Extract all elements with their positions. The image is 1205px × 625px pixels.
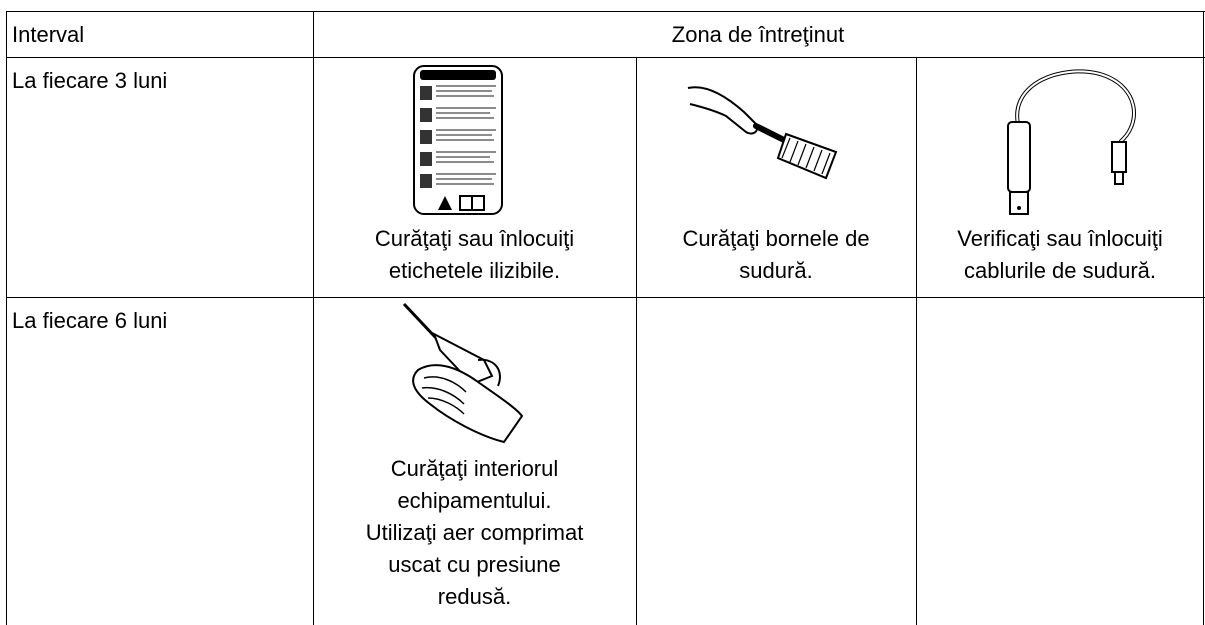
cell-caption: echipamentului.: [397, 488, 552, 513]
border: [1203, 11, 1204, 625]
row-interval: La fiecare 6 luni: [12, 308, 168, 333]
header-zone: Zona de întreţinut: [671, 22, 845, 47]
border: [916, 57, 917, 625]
border: [313, 11, 314, 625]
cable-icon: [1007, 69, 1136, 215]
cell-caption: Utilizaţi aer comprimat: [365, 520, 584, 545]
border: [636, 57, 637, 625]
border: [6, 11, 7, 625]
cell-caption: uscat cu presiune: [388, 552, 561, 577]
cell-caption: Curăţaţi interiorul: [390, 456, 559, 481]
cell-caption: etichetele ilizibile.: [388, 258, 561, 283]
border: [6, 11, 1205, 12]
cell-caption: Curăţaţi sau înlocuiţi: [374, 226, 575, 251]
cell-caption: Verificaţi sau înlocuiţi: [957, 226, 1163, 251]
brush-icon: [687, 86, 838, 180]
cell-caption: sudură.: [739, 258, 813, 283]
cell-caption: redusă.: [437, 584, 512, 609]
header-interval: Interval: [12, 22, 85, 47]
cell-caption: cablurile de sudură.: [963, 258, 1157, 283]
air-blower-icon: [402, 302, 524, 444]
border: [6, 297, 1205, 298]
border: [6, 57, 1205, 58]
row-interval: La fiecare 3 luni: [12, 68, 168, 93]
cell-caption: Curăţaţi bornele de: [682, 226, 870, 251]
warning-label-icon: [413, 65, 503, 215]
